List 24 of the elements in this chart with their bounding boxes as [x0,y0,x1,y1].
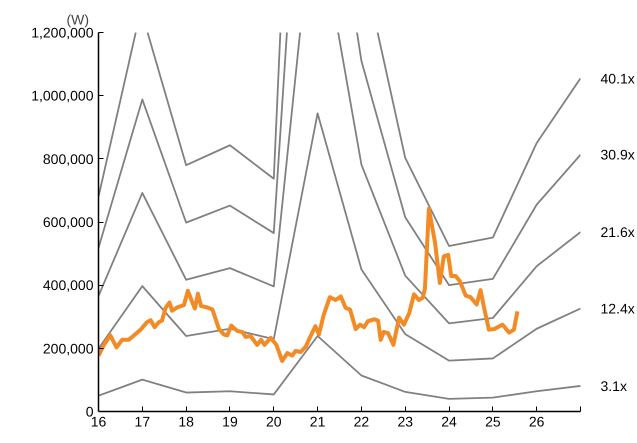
x-tick-label: 21 [310,414,326,430]
x-tick-label: 23 [397,414,414,430]
x-tick-label: 26 [528,414,545,430]
x-tick-label: 20 [266,414,282,430]
line-series [98,206,520,363]
x-tick-label: 25 [485,414,501,430]
y-tick-label: 200,000 [42,340,94,356]
x-tick-label: 24 [441,414,458,430]
y-tick-label: 1,000,000 [31,88,94,104]
line-series [98,112,580,362]
series-label: 40.1x [600,70,635,86]
x-tick-label: 17 [134,414,150,430]
y-tick-label: 400,000 [42,277,94,294]
x-tick-label: 22 [354,414,370,430]
series-label: 3.1x [600,378,627,394]
y-tick-label: 800,000 [42,150,94,167]
x-tick-label: 18 [178,414,194,430]
y-tick-label: 600,000 [42,214,94,230]
line-series [98,335,580,400]
y-axis-title: (W) [66,12,90,28]
x-tick-label: 19 [222,414,238,430]
series-label: 12.4x [600,300,635,317]
series-label: 30.9x [600,146,635,163]
series-label: 21.6x [600,224,635,240]
